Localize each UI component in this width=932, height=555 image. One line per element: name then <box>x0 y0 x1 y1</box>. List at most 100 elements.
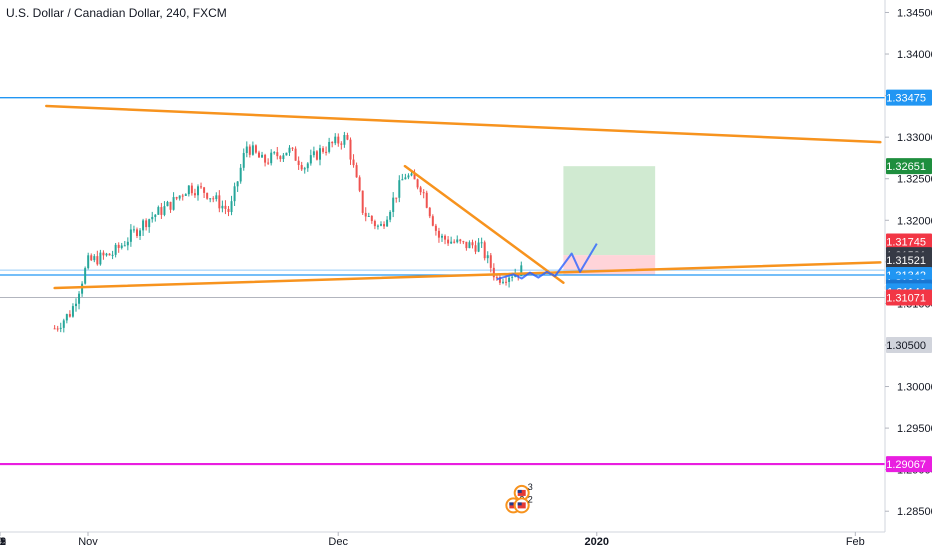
price-label: 1.29067 <box>886 459 926 471</box>
up-candle <box>221 205 224 209</box>
down-candle <box>190 185 193 194</box>
down-candle <box>413 173 416 180</box>
down-candle <box>297 160 300 166</box>
x-tick-label: 2020 <box>585 536 609 548</box>
us-flag-icon: 3 <box>513 482 533 501</box>
down-candle <box>56 328 59 330</box>
down-candle <box>337 136 340 144</box>
up-candle <box>386 219 389 227</box>
up-candle <box>74 303 77 307</box>
down-candle <box>489 255 492 268</box>
y-tick-label: 1.32500 <box>897 174 932 186</box>
down-candle <box>370 215 373 222</box>
down-candle <box>395 197 398 199</box>
down-candle <box>96 256 99 265</box>
up-candle <box>328 141 331 152</box>
up-candle <box>270 152 273 164</box>
up-candle <box>59 327 62 329</box>
down-candle <box>358 177 361 191</box>
down-candle <box>160 207 163 215</box>
up-candle <box>468 242 471 249</box>
down-candle <box>428 207 431 217</box>
up-candle <box>178 195 181 199</box>
up-candle <box>282 155 285 160</box>
flag-canton <box>509 502 514 506</box>
down-candle <box>267 162 270 164</box>
up-candle <box>166 201 169 207</box>
price-label-badge <box>886 456 932 473</box>
up-candle <box>334 136 337 144</box>
up-candle <box>87 255 90 269</box>
down-candle <box>364 212 367 217</box>
x-tick-label: 13 <box>0 536 6 548</box>
down-candle <box>431 216 434 226</box>
up-candle <box>251 145 254 155</box>
price-label: 1.32651 <box>886 161 926 173</box>
up-candle <box>477 242 480 252</box>
up-candle <box>62 320 65 328</box>
up-candle <box>78 293 81 304</box>
down-candle <box>517 273 520 277</box>
up-candle <box>343 135 346 145</box>
up-candle <box>151 216 154 220</box>
event-count: 2 <box>528 494 533 504</box>
down-candle <box>492 267 495 278</box>
down-candle <box>437 230 440 238</box>
up-candle <box>81 283 84 294</box>
down-candle <box>218 195 221 209</box>
up-candle <box>209 198 212 200</box>
up-candle <box>520 265 523 277</box>
down-candle <box>453 241 456 243</box>
down-candle <box>175 197 178 199</box>
down-candle <box>462 241 465 243</box>
down-candle <box>459 239 462 242</box>
up-candle <box>376 225 379 227</box>
down-candle <box>505 281 508 283</box>
up-candle <box>129 229 132 242</box>
y-tick-label: 1.34000 <box>897 49 932 61</box>
up-candle <box>172 197 175 210</box>
down-candle <box>203 187 206 193</box>
flag-canton <box>517 489 522 493</box>
event-count: 3 <box>528 482 533 492</box>
down-candle <box>331 141 334 144</box>
down-candle <box>322 148 325 152</box>
down-candle <box>227 208 230 213</box>
up-candle <box>379 224 382 226</box>
down-candle <box>200 186 203 188</box>
target-zone <box>563 166 656 256</box>
up-candle <box>93 256 96 261</box>
down-candle <box>193 193 196 196</box>
up-candle <box>456 239 459 243</box>
price-label-badge <box>886 252 932 269</box>
down-candle <box>254 145 257 153</box>
down-candle <box>495 277 498 279</box>
y-tick-label: 1.30000 <box>897 382 932 394</box>
down-candle <box>352 159 355 166</box>
up-candle <box>132 229 135 231</box>
up-candle <box>196 186 199 196</box>
down-candle <box>416 179 419 188</box>
y-tick-label: 1.29500 <box>897 423 932 435</box>
price-label-badge <box>886 158 932 175</box>
y-tick-label: 1.34500 <box>897 7 932 19</box>
price-label: 1.33475 <box>886 93 926 105</box>
down-candle <box>498 277 501 283</box>
down-candle <box>315 151 318 160</box>
down-candle <box>224 205 227 209</box>
up-candle <box>404 177 407 180</box>
down-candle <box>373 221 376 227</box>
up-candle <box>126 241 129 246</box>
up-candle <box>65 314 68 321</box>
trendline <box>45 104 882 144</box>
down-candle <box>346 135 349 140</box>
down-candle <box>340 143 343 145</box>
up-candle <box>242 153 245 168</box>
up-candle <box>273 152 276 154</box>
down-candle <box>471 242 474 246</box>
price-label: 1.31521 <box>886 255 926 267</box>
down-candle <box>90 255 93 261</box>
up-candle <box>407 175 410 178</box>
